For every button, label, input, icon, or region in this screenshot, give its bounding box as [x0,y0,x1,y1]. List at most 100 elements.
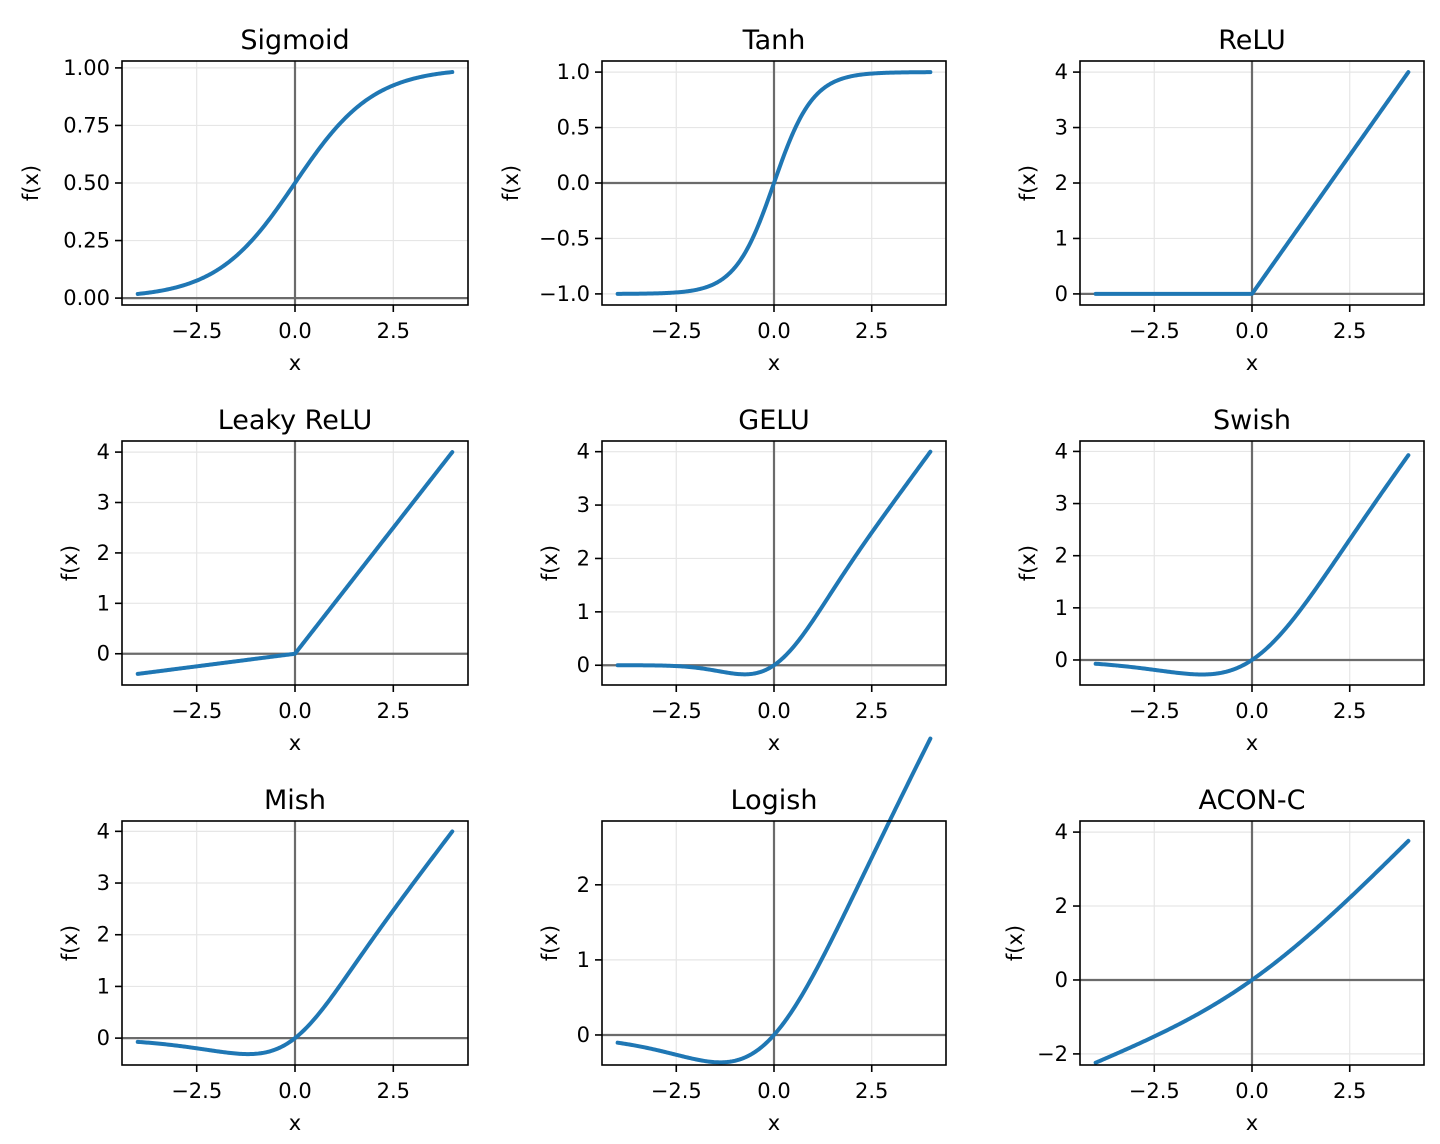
y-tick-label: −0.5 [539,226,590,250]
y-tick-label: 3 [1055,492,1068,516]
y-axis-label: f(x) [1003,925,1027,961]
x-tick-label: 2.5 [855,1079,888,1103]
y-tick-label: 1 [577,600,590,624]
y-tick-label: 0 [577,653,590,677]
series-line-leaky-relu [135,450,455,676]
y-tick-label: 4 [1055,820,1068,844]
panel-gelu: −2.5 0.0 2.5 0 1 2 3 4 GELU x f(x) [538,405,947,755]
x-tick-label: 2.5 [855,699,888,723]
x-axis-label: x [289,351,301,375]
panel-acon-c: −2.5 0.0 2.5 −2 0 2 4 ACON-C x f(x) [1003,785,1425,1135]
y-tick-label: 0 [577,1023,590,1047]
y-tick-label: 0 [1055,282,1068,306]
x-axis-label: x [1246,1111,1258,1135]
x-tick-label: −2.5 [171,699,222,723]
x-axis-label: x [289,731,301,755]
y-tick-label: 1 [577,948,590,972]
series-line-mish [135,829,455,1057]
y-tick-label: 2 [1055,171,1068,195]
x-tick-label: 2.5 [377,699,410,723]
y-axis-label: f(x) [538,925,562,961]
x-axis-label: x [768,351,780,375]
y-tick-label: 2 [577,873,590,897]
y-axis-label: f(x) [58,925,82,961]
y-tick-label: 4 [97,819,110,843]
y-tick-label: 1 [1055,596,1068,620]
panel-leaky-relu: −2.5 0.0 2.5 0 1 2 3 4 Leaky ReLU x f(x) [58,405,469,755]
x-tick-label: 0.0 [278,319,311,343]
x-axis-label: x [768,1111,780,1135]
chart-title: Tanh [742,25,806,56]
chart-title: Leaky ReLU [218,405,373,436]
chart-title: ReLU [1218,25,1286,56]
series-line-logish [615,736,933,1065]
y-tick-label: −1.0 [539,282,590,306]
y-tick-label: 0.5 [557,116,590,140]
panel-sigmoid: −2.5 0.0 2.5 0.00 0.25 0.50 0.75 1.00 Sigmoid x f(… [19,25,469,375]
series-line-acon-c [1093,838,1411,1065]
y-tick-label: 2 [97,541,110,565]
series-line-gelu [615,449,933,677]
series-line-relu [1093,70,1411,296]
y-tick-label: 3 [97,491,110,515]
y-tick-label: 0 [97,642,110,666]
x-tick-label: −2.5 [651,319,702,343]
y-tick-label: 1.0 [557,60,590,84]
x-axis-label: x [1246,351,1258,375]
y-tick-label: 2 [1055,894,1068,918]
y-tick-label: 1 [97,974,110,998]
y-axis-label: f(x) [538,545,562,581]
y-axis-label: f(x) [1016,545,1040,581]
series-line-swish [1093,453,1411,677]
x-tick-label: −2.5 [171,1079,222,1103]
x-tick-label: 0.0 [1235,319,1268,343]
y-tick-label: 4 [1055,439,1068,463]
y-tick-label: 3 [577,493,590,517]
y-tick-label: 0 [1055,968,1068,992]
x-tick-label: 0.0 [757,699,790,723]
y-tick-label: 4 [97,440,110,464]
y-tick-label: 1.00 [63,56,110,80]
y-tick-label: 0 [1055,648,1068,672]
x-tick-label: 0.0 [757,1079,790,1103]
y-axis-label: f(x) [1016,165,1040,201]
series-line-tanh [615,70,933,296]
y-tick-label: 1 [1055,226,1068,250]
x-tick-label: 0.0 [1235,1079,1268,1103]
x-tick-label: −2.5 [1129,699,1180,723]
y-tick-label: 3 [97,871,110,895]
y-tick-label: 0.00 [63,286,110,310]
panel-tanh: −2.5 0.0 2.5 −1.0 −0.5 0.0 0.5 1.0 Tanh x f(x) [499,25,947,375]
x-tick-label: 0.0 [278,699,311,723]
chart-title: Mish [264,785,326,816]
panel-mish: −2.5 0.0 2.5 0 1 2 3 4 Mish x f(x) [58,785,469,1135]
y-tick-label: 0.25 [63,229,110,253]
series-line-sigmoid [135,70,455,296]
x-tick-label: −2.5 [651,1079,702,1103]
y-axis-label: f(x) [499,165,523,201]
chart-title: GELU [738,405,809,436]
x-tick-label: −2.5 [171,319,222,343]
y-tick-label: 4 [577,440,590,464]
x-tick-label: −2.5 [651,699,702,723]
x-tick-label: 0.0 [278,1079,311,1103]
chart-title: Sigmoid [240,25,349,56]
x-tick-label: 2.5 [1333,699,1366,723]
y-tick-label: 2 [97,923,110,947]
y-tick-label: 1 [97,591,110,615]
panel-logish: −2.5 0.0 2.5 0 1 2 Logish x f(x) [538,736,947,1135]
y-tick-label: 0.50 [63,171,110,195]
y-axis-label: f(x) [58,545,82,581]
x-tick-label: 2.5 [1333,1079,1366,1103]
x-axis-label: x [768,731,780,755]
y-tick-label: −2 [1037,1042,1068,1066]
x-tick-label: −2.5 [1129,319,1180,343]
y-tick-label: 0.0 [557,171,590,195]
x-tick-label: 2.5 [1333,319,1366,343]
x-axis-label: x [289,1111,301,1135]
x-tick-label: 2.5 [855,319,888,343]
y-tick-label: 2 [577,546,590,570]
y-tick-label: 4 [1055,60,1068,84]
y-tick-label: 3 [1055,116,1068,140]
